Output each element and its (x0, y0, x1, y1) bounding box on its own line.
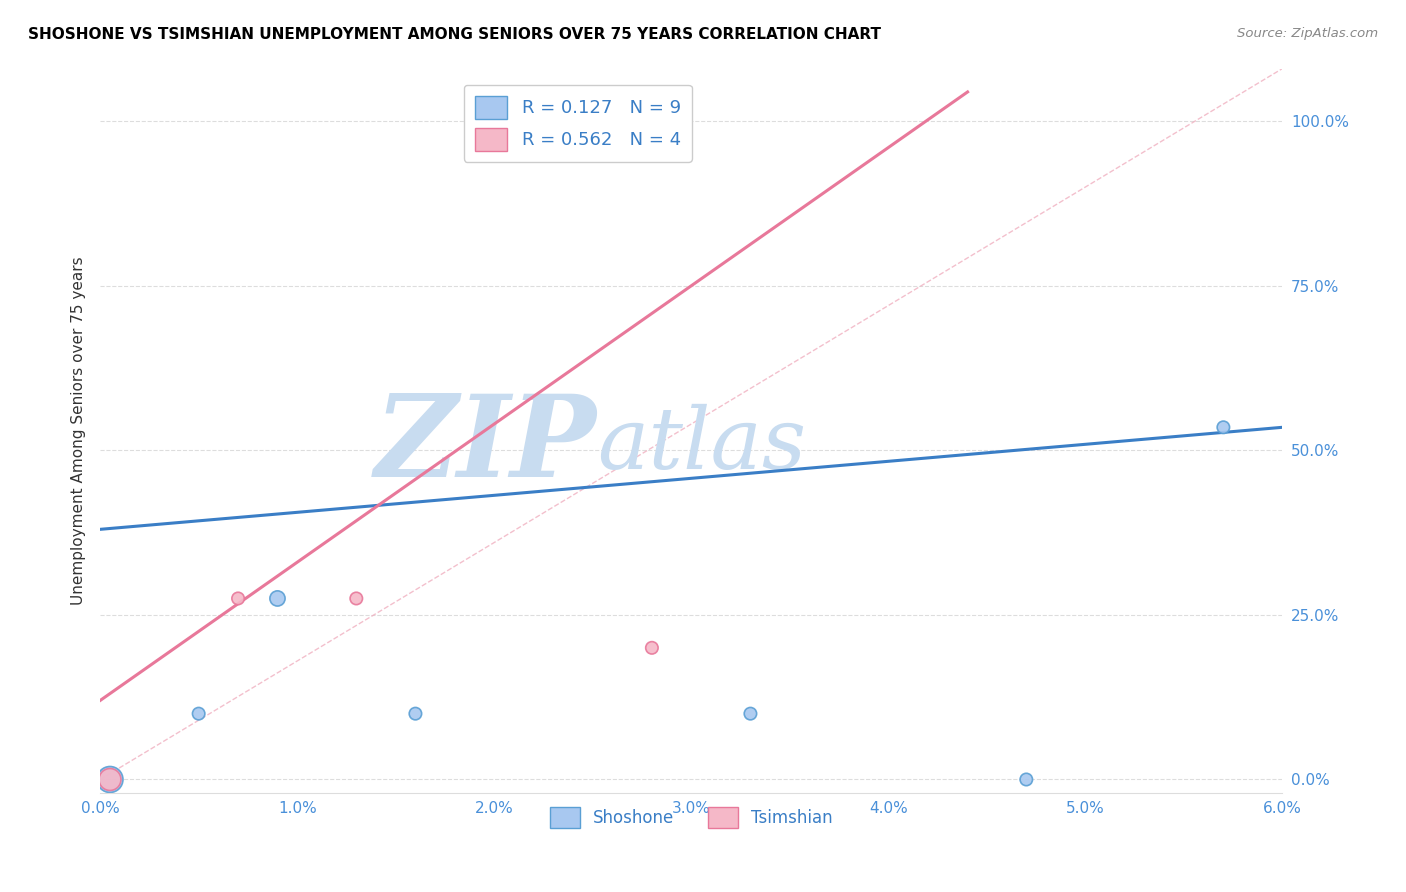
Point (344, 591, 367, 606)
Point (1212, 420, 1234, 434)
Text: ZIP: ZIP (375, 390, 596, 500)
Point (641, 640, 664, 655)
Point (404, 706, 426, 721)
Point (226, 591, 249, 606)
Text: SHOSHONE VS TSIMSHIAN UNEMPLOYMENT AMONG SENIORS OVER 75 YEARS CORRELATION CHART: SHOSHONE VS TSIMSHIAN UNEMPLOYMENT AMONG… (28, 27, 882, 42)
Text: atlas: atlas (596, 404, 806, 486)
Point (187, 706, 209, 721)
Point (740, 706, 762, 721)
Text: Source: ZipAtlas.com: Source: ZipAtlas.com (1237, 27, 1378, 40)
Point (98, 772, 121, 787)
Y-axis label: Unemployment Among Seniors over 75 years: Unemployment Among Seniors over 75 years (72, 256, 86, 605)
Point (98, 772, 121, 787)
Legend: Shoshone, Tsimshian: Shoshone, Tsimshian (543, 800, 839, 835)
Point (266, 591, 288, 606)
Point (1015, 772, 1038, 787)
